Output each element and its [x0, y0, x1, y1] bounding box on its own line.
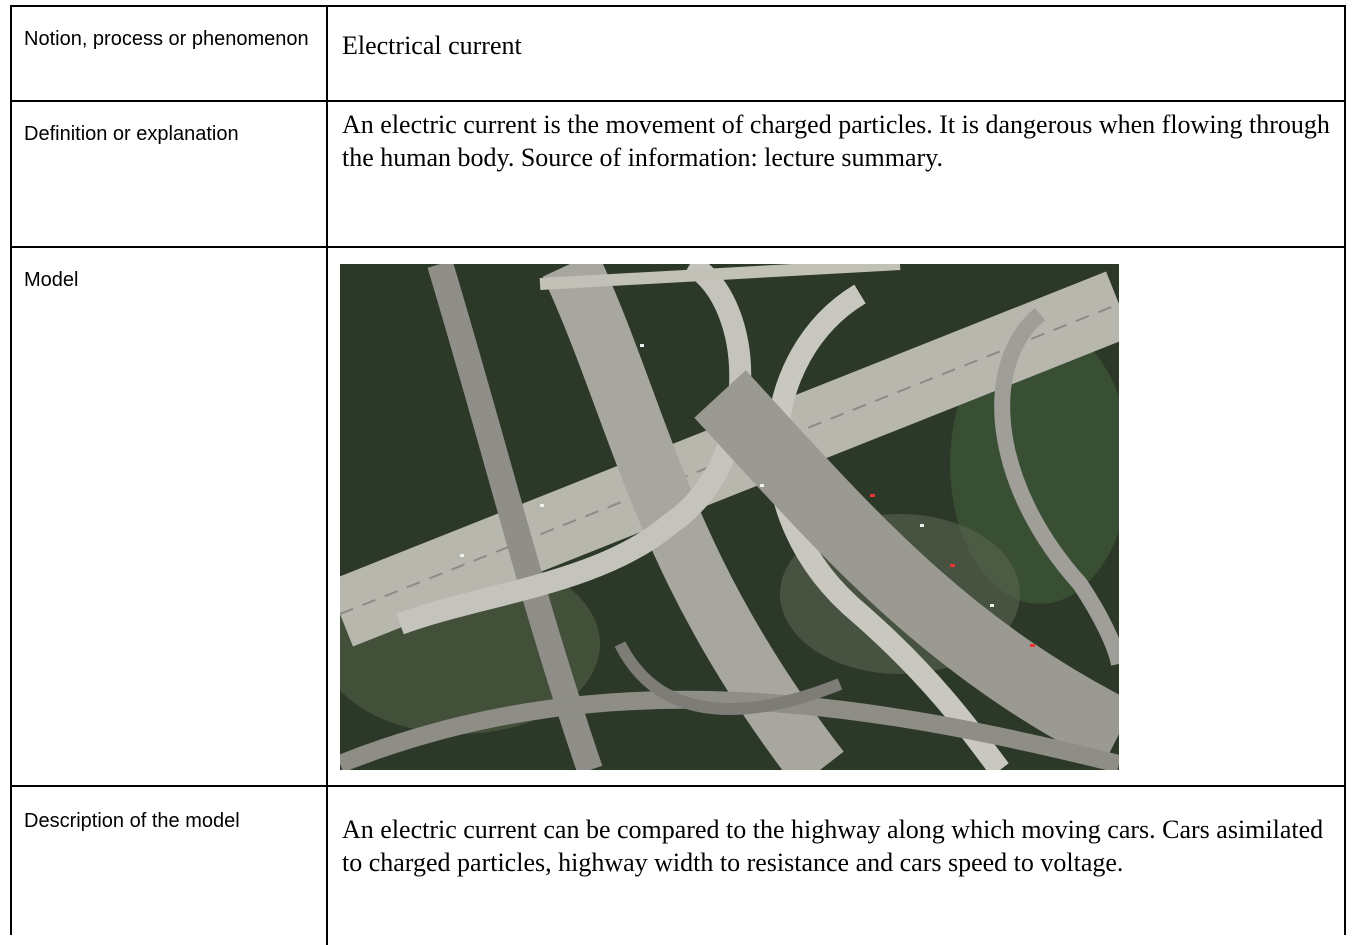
row-label: Description of the model: [24, 810, 240, 832]
table-row: Notion, process or phenomenon Electrical…: [12, 7, 1344, 102]
row-label: Notion, process or phenomenon: [24, 28, 309, 50]
table: Notion, process or phenomenon Electrical…: [10, 5, 1346, 945]
table-row: Description of the model An electric cur…: [12, 785, 1344, 945]
highway-photo: [340, 264, 1119, 770]
page: {"table": {"rows": [ {"label": "Notion, …: [10, 5, 1346, 945]
row-label: Model: [24, 269, 79, 291]
row-content: An electric current can be compared to t…: [342, 815, 1324, 877]
table-row: Model: [12, 246, 1344, 787]
table-row: Definition or explanation An electric cu…: [12, 100, 1344, 248]
column-divider: [326, 7, 328, 100]
column-divider: [326, 100, 328, 246]
row-label: Definition or explanation: [24, 123, 239, 145]
column-divider: [326, 785, 328, 945]
row-content: An electric current is the movement of c…: [342, 110, 1330, 172]
column-divider: [326, 246, 328, 785]
row-content: Electrical current: [342, 31, 522, 60]
